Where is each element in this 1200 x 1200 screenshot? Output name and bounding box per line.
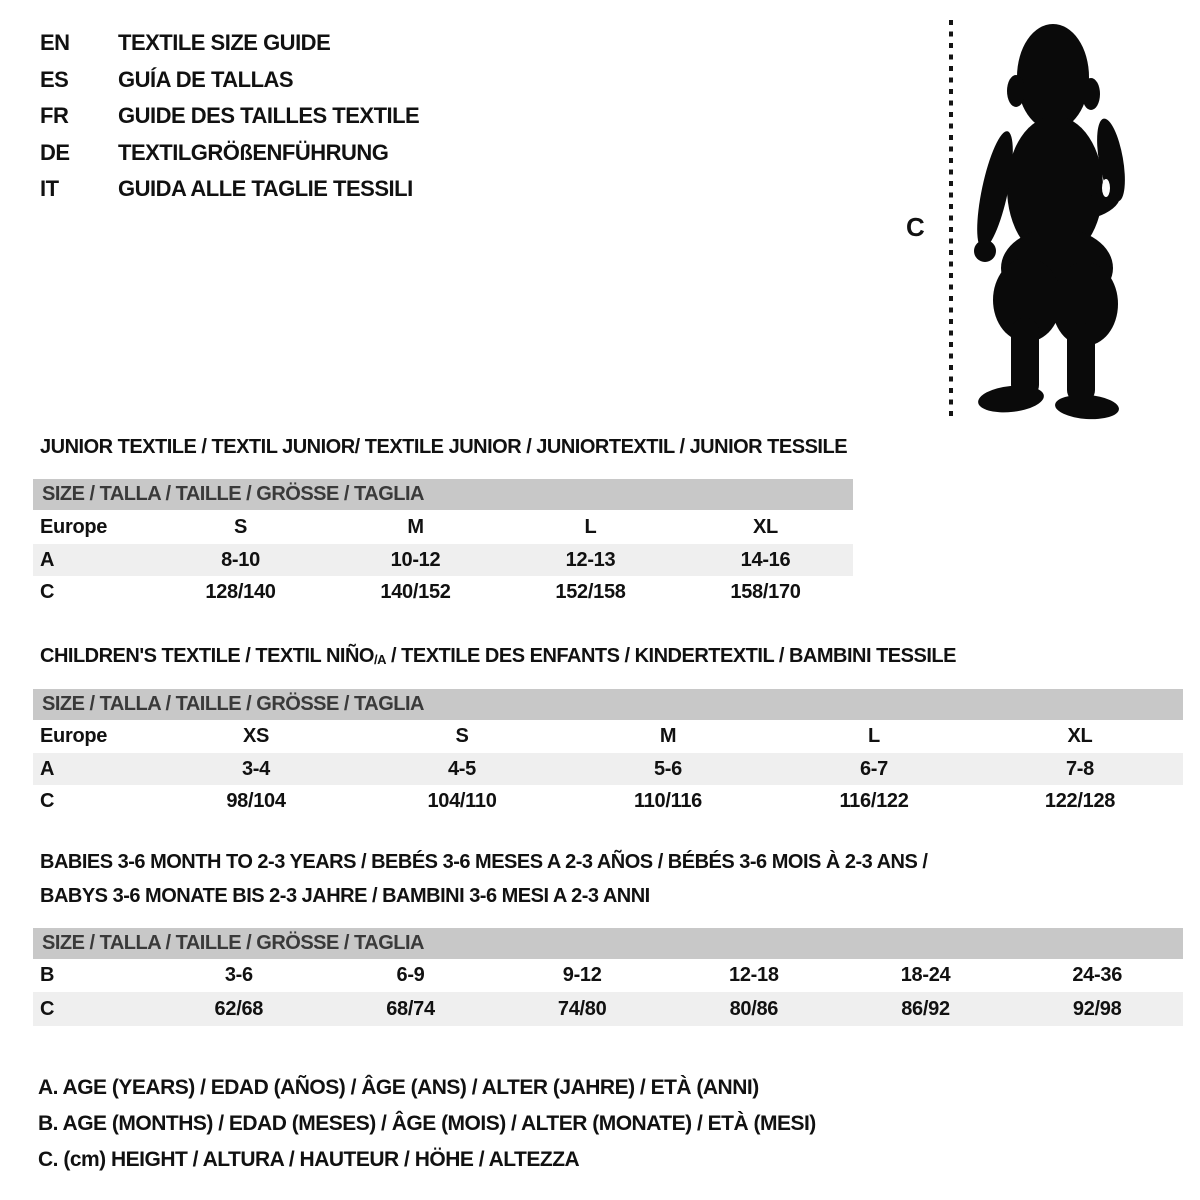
age-cell: 24-36 (1072, 964, 1123, 986)
language-code: EN (40, 30, 70, 55)
row-label: C (40, 581, 55, 603)
age-cell: 5-6 (653, 757, 682, 780)
size-cell: M (659, 725, 677, 747)
children-title-sub: /A (373, 652, 387, 667)
table-header-size: SIZE / TALLA / TAILLE / GRÖSSE / TAGLIA (33, 689, 1183, 720)
age-cell: 6-9 (396, 964, 425, 986)
height-cell: 104/110 (427, 790, 497, 812)
age-cell: 6-7 (859, 757, 888, 780)
legend-line-b: B. AGE (MONTHS) / EDAD (MESES) / ÂGE (MO… (38, 1112, 816, 1135)
height-cell: 98/104 (226, 790, 286, 812)
measurement-legend: A. AGE (YEARS) / EDAD (AÑOS) / ÂGE (ANS)… (38, 1070, 816, 1178)
language-row-en: EN TEXTILE SIZE GUIDE (40, 30, 419, 67)
guide-title-de: TEXTILGRÖßENFÜHRUNG (118, 139, 389, 165)
table-row-europe: Europe XS S M L XL (33, 720, 1183, 753)
table-row-age-months: B 3-6 6-9 9-12 12-18 18-24 24-36 (33, 959, 1183, 992)
age-cell: 10-12 (390, 548, 441, 571)
children-title-pre: CHILDREN'S TEXTILE / TEXTIL NIÑO (40, 645, 374, 667)
children-section-title: CHILDREN'S TEXTILE / TEXTIL NIÑO/A / TEX… (40, 645, 956, 668)
language-row-it: IT GUIDA ALLE TAGLIE TESSILI (40, 176, 419, 213)
height-measure-dashed-line (949, 20, 953, 416)
age-cell: 3-6 (224, 964, 253, 986)
table-header-size: SIZE / TALLA / TAILLE / GRÖSSE / TAGLIA (33, 928, 1183, 959)
legend-line-a: A. AGE (YEARS) / EDAD (AÑOS) / ÂGE (ANS)… (38, 1076, 759, 1099)
language-title-list: EN TEXTILE SIZE GUIDE ES GUÍA DE TALLAS … (40, 30, 420, 213)
height-cell: 68/74 (386, 997, 435, 1020)
junior-size-table: SIZE / TALLA / TAILLE / GRÖSSE / TAGLIA … (33, 479, 853, 609)
row-label: B (40, 964, 55, 986)
height-cell: 128/140 (205, 581, 276, 603)
toddler-silhouette-icon (974, 24, 1125, 420)
table-row-age-years: A 3-4 4-5 5-6 6-7 7-8 (33, 753, 1183, 785)
table-row-height-cm: C 128/140 140/152 152/158 158/170 (33, 576, 853, 609)
age-cell: 12-18 (729, 964, 779, 986)
age-cell: 18-24 (900, 964, 951, 986)
table-row-height-cm: C 62/68 68/74 74/80 80/86 86/92 92/98 (33, 992, 1183, 1026)
row-label: C (40, 790, 55, 812)
language-row-de: DE TEXTILGRÖßENFÜHRUNG (40, 140, 419, 177)
height-measure-label: C (906, 212, 925, 242)
age-cell: 3-4 (241, 757, 270, 780)
size-cell: S (455, 725, 469, 747)
table-row-height-cm: C 98/104 104/110 110/116 116/122 122/128 (33, 785, 1183, 818)
age-cell: 4-5 (447, 757, 476, 780)
size-cell: XL (753, 515, 778, 538)
language-code: ES (40, 66, 69, 92)
row-label: Europe (40, 515, 108, 538)
guide-title-en: TEXTILE SIZE GUIDE (118, 30, 331, 55)
size-cell: S (233, 515, 248, 538)
size-cell: M (407, 515, 424, 538)
guide-title-es: GUÍA DE TALLAS (118, 66, 294, 92)
age-cell: 7-8 (1065, 757, 1094, 780)
table-row-age-years: A 8-10 10-12 12-13 14-16 (33, 544, 853, 576)
junior-section-title: JUNIOR TEXTILE / TEXTIL JUNIOR/ TEXTILE … (40, 436, 848, 458)
babies-section-title-line2: BABYS 3-6 MONATE BIS 2-3 JAHRE / BAMBINI… (40, 885, 650, 907)
height-cell: 92/98 (1072, 997, 1122, 1020)
row-label: A (40, 757, 55, 780)
table-row-europe: Europe S M L XL (33, 510, 853, 544)
babies-section-title-line1: BABIES 3-6 MONTH TO 2-3 YEARS / BEBÉS 3-… (40, 851, 928, 873)
height-cell: 80/86 (729, 997, 779, 1020)
guide-title-fr: GUIDE DES TAILLES TEXTILE (118, 103, 420, 128)
height-cell: 116/122 (839, 790, 909, 812)
age-cell: 9-12 (562, 964, 602, 986)
language-code: IT (40, 176, 59, 201)
children-size-table: SIZE / TALLA / TAILLE / GRÖSSE / TAGLIA … (33, 689, 1183, 818)
legend-line-c: C. (cm) HEIGHT / ALTURA / HAUTEUR / HÖHE… (38, 1148, 580, 1171)
height-cell: 152/158 (555, 581, 626, 603)
language-code: DE (40, 139, 70, 165)
age-cell: 8-10 (221, 548, 260, 571)
babies-size-table: SIZE / TALLA / TAILLE / GRÖSSE / TAGLIA … (33, 928, 1183, 1026)
guide-title-it: GUIDA ALLE TAGLIE TESSILI (118, 176, 413, 201)
children-title-post: / TEXTILE DES ENFANTS / KINDERTEXTIL / B… (385, 645, 956, 667)
age-cell: 12-13 (565, 548, 616, 571)
row-label: C (40, 997, 55, 1020)
size-cell: XS (242, 725, 270, 747)
row-label: A (40, 548, 55, 571)
age-cell: 14-16 (740, 548, 791, 571)
height-cell: 140/152 (380, 581, 451, 603)
height-cell: 158/170 (730, 581, 801, 603)
height-cell: 74/80 (557, 997, 607, 1020)
height-cell: 122/128 (1044, 790, 1116, 812)
language-row-fr: FR GUIDE DES TAILLES TEXTILE (40, 103, 420, 140)
height-cell: 110/116 (634, 790, 702, 812)
size-cell: XL (1067, 725, 1093, 747)
table-header-size: SIZE / TALLA / TAILLE / GRÖSSE / TAGLIA (33, 479, 853, 510)
language-code: FR (40, 103, 69, 128)
size-cell: L (584, 515, 597, 538)
size-cell: L (868, 725, 880, 747)
language-row-es: ES GUÍA DE TALLAS (40, 67, 419, 104)
height-cell: 62/68 (214, 997, 264, 1020)
row-label: Europe (40, 725, 108, 747)
height-cell: 86/92 (901, 997, 950, 1020)
